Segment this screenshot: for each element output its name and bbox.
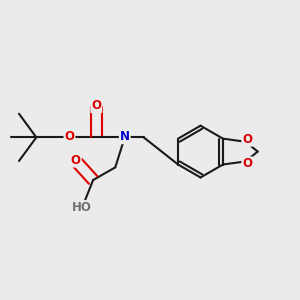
- Text: O: O: [91, 99, 101, 112]
- Text: O: O: [242, 133, 252, 146]
- Text: HO: HO: [72, 201, 92, 214]
- Text: O: O: [71, 154, 81, 166]
- Text: O: O: [64, 130, 74, 143]
- Text: N: N: [120, 130, 130, 143]
- Text: O: O: [242, 158, 252, 170]
